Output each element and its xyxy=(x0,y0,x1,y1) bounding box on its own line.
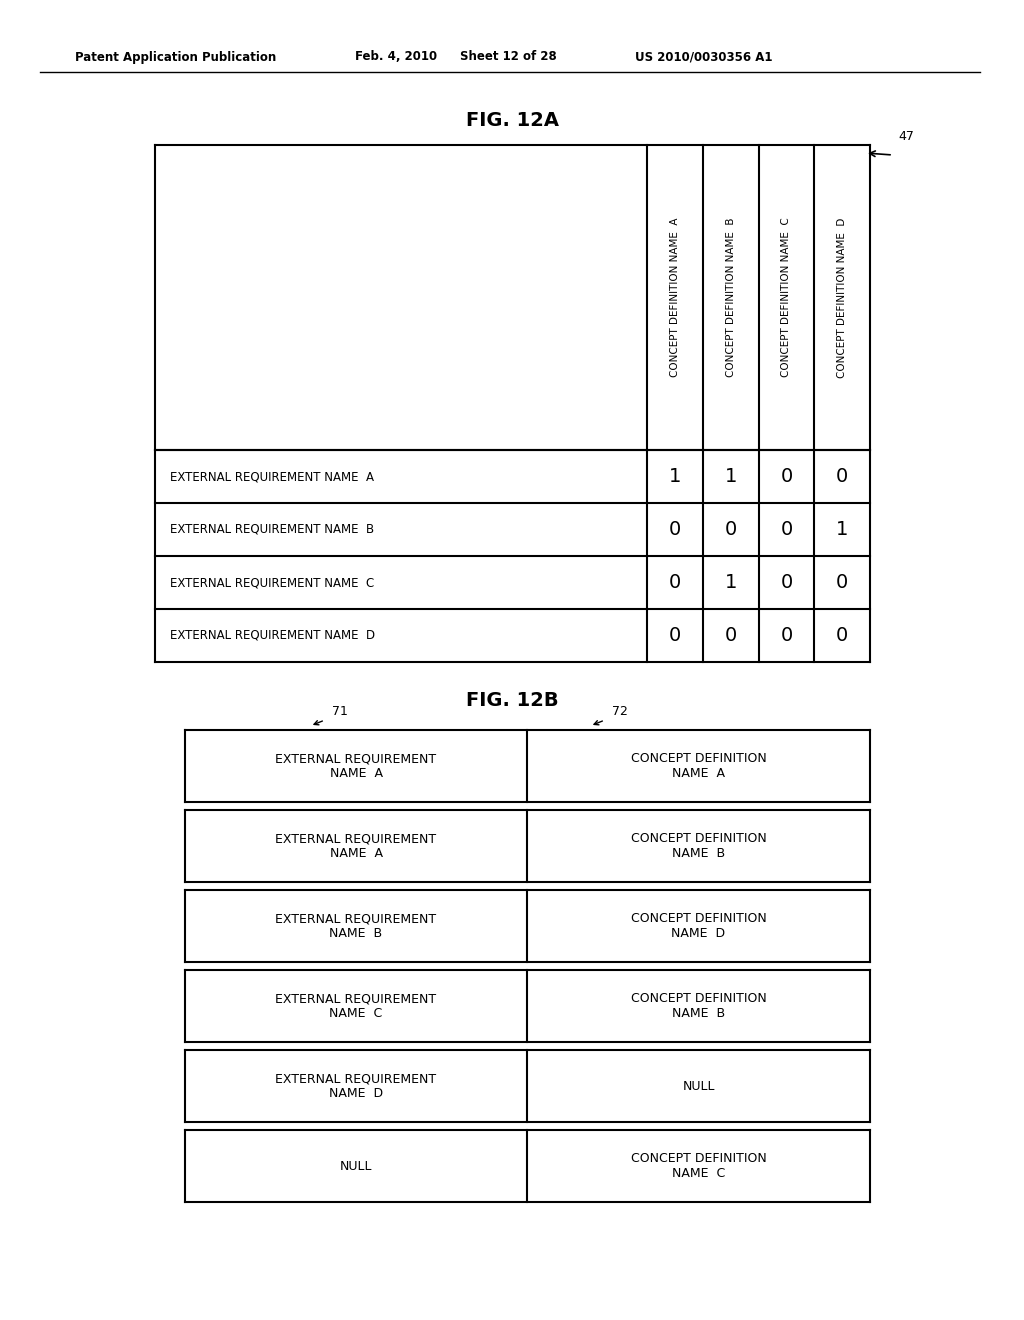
Text: NULL: NULL xyxy=(682,1080,715,1093)
Text: 72: 72 xyxy=(612,705,628,718)
Text: EXTERNAL REQUIREMENT NAME  A: EXTERNAL REQUIREMENT NAME A xyxy=(170,470,374,483)
Text: Sheet 12 of 28: Sheet 12 of 28 xyxy=(460,50,557,63)
Text: CONCEPT DEFINITION NAME  A: CONCEPT DEFINITION NAME A xyxy=(670,218,680,378)
Text: CONCEPT DEFINITION
NAME  D: CONCEPT DEFINITION NAME D xyxy=(631,912,766,940)
Text: CONCEPT DEFINITION
NAME  A: CONCEPT DEFINITION NAME A xyxy=(631,752,766,780)
Text: 0: 0 xyxy=(836,626,848,645)
Text: EXTERNAL REQUIREMENT
NAME  A: EXTERNAL REQUIREMENT NAME A xyxy=(275,752,436,780)
Text: 71: 71 xyxy=(332,705,348,718)
Text: 0: 0 xyxy=(725,520,736,539)
Text: EXTERNAL REQUIREMENT NAME  C: EXTERNAL REQUIREMENT NAME C xyxy=(170,576,374,589)
Text: Feb. 4, 2010: Feb. 4, 2010 xyxy=(355,50,437,63)
Text: 0: 0 xyxy=(780,573,793,591)
Text: 0: 0 xyxy=(669,573,681,591)
Text: US 2010/0030356 A1: US 2010/0030356 A1 xyxy=(635,50,772,63)
Text: CONCEPT DEFINITION NAME  D: CONCEPT DEFINITION NAME D xyxy=(838,218,847,378)
Text: EXTERNAL REQUIREMENT
NAME  B: EXTERNAL REQUIREMENT NAME B xyxy=(275,912,436,940)
Text: EXTERNAL REQUIREMENT
NAME  C: EXTERNAL REQUIREMENT NAME C xyxy=(275,993,436,1020)
Text: 0: 0 xyxy=(780,626,793,645)
Text: 47: 47 xyxy=(898,129,913,143)
Text: EXTERNAL REQUIREMENT NAME  B: EXTERNAL REQUIREMENT NAME B xyxy=(170,523,374,536)
Text: 1: 1 xyxy=(836,520,848,539)
Text: CONCEPT DEFINITION
NAME  C: CONCEPT DEFINITION NAME C xyxy=(631,1152,766,1180)
Text: FIG. 12B: FIG. 12B xyxy=(466,690,558,710)
Text: EXTERNAL REQUIREMENT
NAME  A: EXTERNAL REQUIREMENT NAME A xyxy=(275,832,436,861)
Text: 0: 0 xyxy=(725,626,736,645)
Text: 0: 0 xyxy=(836,573,848,591)
Text: 1: 1 xyxy=(724,573,737,591)
Text: CONCEPT DEFINITION
NAME  B: CONCEPT DEFINITION NAME B xyxy=(631,832,766,861)
Text: EXTERNAL REQUIREMENT NAME  D: EXTERNAL REQUIREMENT NAME D xyxy=(170,630,375,642)
Text: CONCEPT DEFINITION
NAME  B: CONCEPT DEFINITION NAME B xyxy=(631,993,766,1020)
Text: FIG. 12A: FIG. 12A xyxy=(466,111,558,129)
Text: 0: 0 xyxy=(780,467,793,486)
Text: 1: 1 xyxy=(724,467,737,486)
Text: 0: 0 xyxy=(669,520,681,539)
Text: NULL: NULL xyxy=(340,1159,373,1172)
Text: 0: 0 xyxy=(836,467,848,486)
Text: EXTERNAL REQUIREMENT
NAME  D: EXTERNAL REQUIREMENT NAME D xyxy=(275,1072,436,1100)
Text: 0: 0 xyxy=(780,520,793,539)
Text: 1: 1 xyxy=(669,467,681,486)
Text: CONCEPT DEFINITION NAME  B: CONCEPT DEFINITION NAME B xyxy=(726,218,735,378)
Text: Patent Application Publication: Patent Application Publication xyxy=(75,50,276,63)
Text: 0: 0 xyxy=(669,626,681,645)
Text: CONCEPT DEFINITION NAME  C: CONCEPT DEFINITION NAME C xyxy=(781,218,792,378)
